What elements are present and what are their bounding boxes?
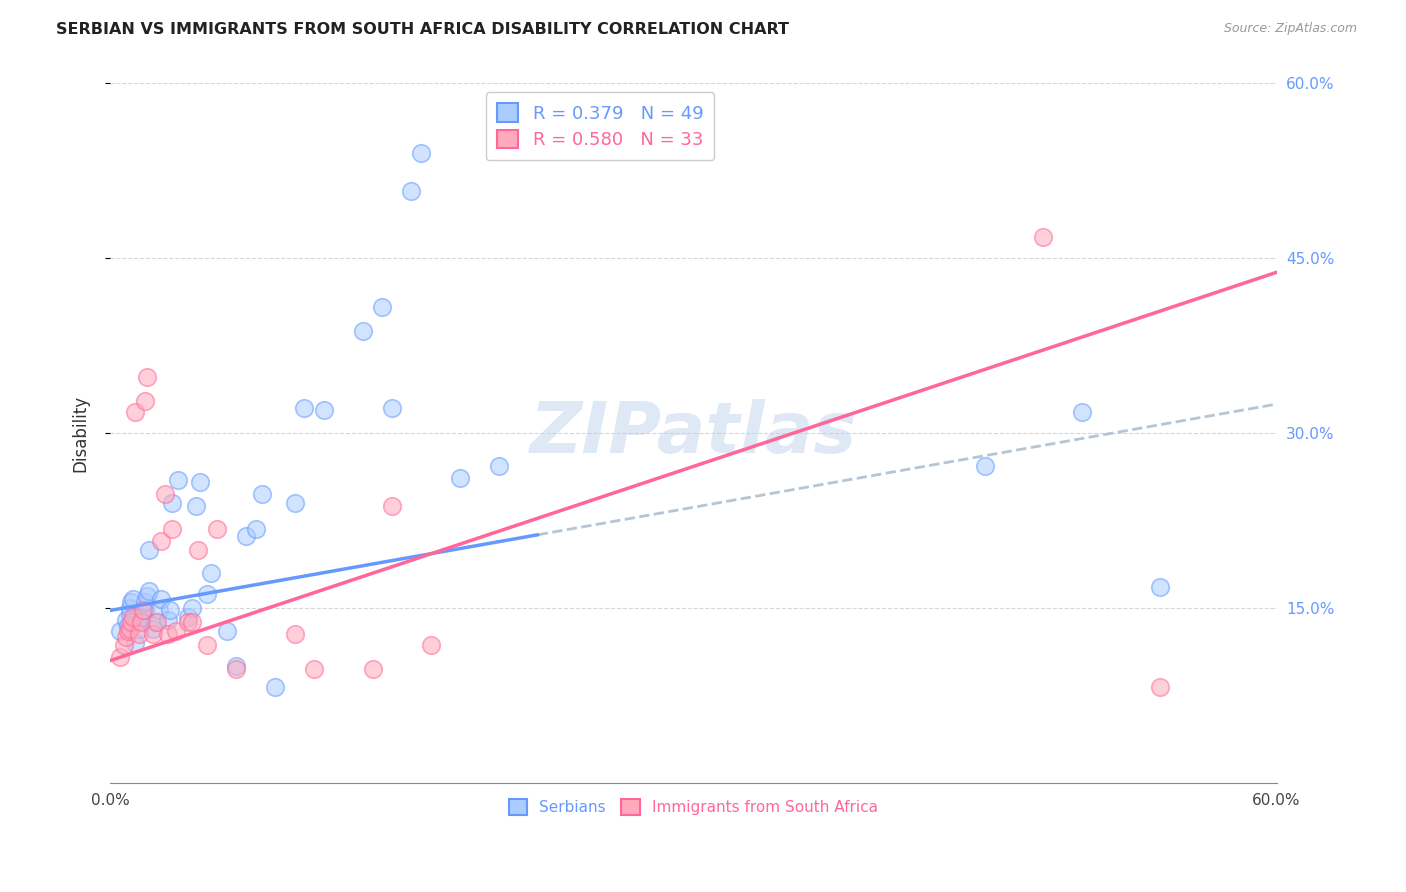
Point (132, 610, 155, 624)
Point (134, 603, 156, 617)
Text: ZIPatlas: ZIPatlas (530, 399, 858, 467)
Text: SERBIAN VS IMMIGRANTS FROM SOUTH AFRICA DISABILITY CORRELATION CHART: SERBIAN VS IMMIGRANTS FROM SOUTH AFRICA … (56, 22, 789, 37)
Point (195, 587, 218, 601)
Point (129, 615, 152, 629)
Point (148, 603, 170, 617)
Point (117, 618, 139, 632)
Point (134, 393, 156, 408)
Point (122, 591, 145, 606)
Point (120, 595, 142, 609)
Point (165, 624, 187, 639)
Point (122, 610, 145, 624)
Point (112, 639, 135, 653)
Point (215, 624, 238, 639)
Point (129, 613, 152, 627)
Point (108, 650, 131, 665)
Point (195, 639, 218, 653)
Point (200, 566, 222, 581)
Point (245, 522, 267, 536)
Point (264, 681, 287, 695)
Point (225, 662, 247, 676)
Point (974, 458, 997, 473)
Point (149, 591, 172, 606)
Y-axis label: Disability: Disability (72, 394, 89, 472)
Point (124, 405, 146, 419)
Point (118, 601, 141, 615)
Point (138, 542, 160, 557)
Point (118, 607, 141, 621)
Point (488, 458, 510, 473)
Point (128, 622, 150, 636)
Point (188, 475, 211, 490)
Point (149, 533, 172, 548)
Point (250, 487, 273, 501)
Point (159, 603, 181, 617)
Point (381, 499, 404, 513)
Point (108, 624, 131, 639)
Point (180, 615, 202, 629)
Point (381, 401, 404, 415)
Point (352, 324, 374, 338)
Point (117, 624, 139, 639)
Point (449, 470, 471, 484)
Point (162, 496, 184, 510)
Point (132, 603, 155, 617)
Point (205, 522, 228, 536)
Legend: Serbians, Immigrants from South Africa: Serbians, Immigrants from South Africa (499, 790, 887, 824)
Point (419, 639, 441, 653)
Point (114, 613, 136, 627)
Point (1149, 681, 1171, 695)
Point (284, 627, 307, 641)
Point (120, 615, 142, 629)
Point (180, 601, 202, 615)
Point (312, 403, 335, 417)
Point (1149, 580, 1171, 594)
Point (411, 146, 433, 161)
Point (294, 401, 316, 415)
Point (162, 522, 184, 536)
Point (361, 662, 384, 676)
Point (177, 610, 200, 624)
Point (167, 473, 190, 487)
Point (138, 583, 160, 598)
Point (114, 630, 136, 644)
Point (134, 595, 156, 609)
Point (284, 496, 307, 510)
Point (142, 622, 165, 636)
Point (401, 184, 423, 198)
Point (145, 615, 167, 629)
Point (177, 615, 200, 629)
Point (235, 529, 257, 543)
Point (143, 615, 166, 629)
Point (128, 627, 150, 641)
Point (184, 499, 207, 513)
Text: Source: ZipAtlas.com: Source: ZipAtlas.com (1223, 22, 1357, 36)
Point (187, 542, 209, 557)
Point (302, 662, 325, 676)
Point (136, 370, 159, 384)
Point (118, 622, 141, 636)
Point (225, 659, 247, 673)
Point (157, 627, 180, 641)
Point (142, 627, 165, 641)
Point (371, 301, 394, 315)
Point (1071, 405, 1094, 419)
Point (1032, 230, 1054, 244)
Point (153, 487, 176, 501)
Point (136, 590, 159, 604)
Point (124, 636, 146, 650)
Point (157, 613, 180, 627)
